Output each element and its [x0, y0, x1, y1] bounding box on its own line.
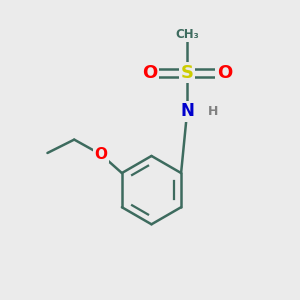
- Text: N: N: [180, 102, 194, 120]
- Text: O: O: [94, 147, 107, 162]
- Text: O: O: [142, 64, 158, 82]
- Text: O: O: [217, 64, 232, 82]
- Text: S: S: [181, 64, 194, 82]
- Text: CH₃: CH₃: [175, 28, 199, 40]
- Text: H: H: [208, 105, 218, 118]
